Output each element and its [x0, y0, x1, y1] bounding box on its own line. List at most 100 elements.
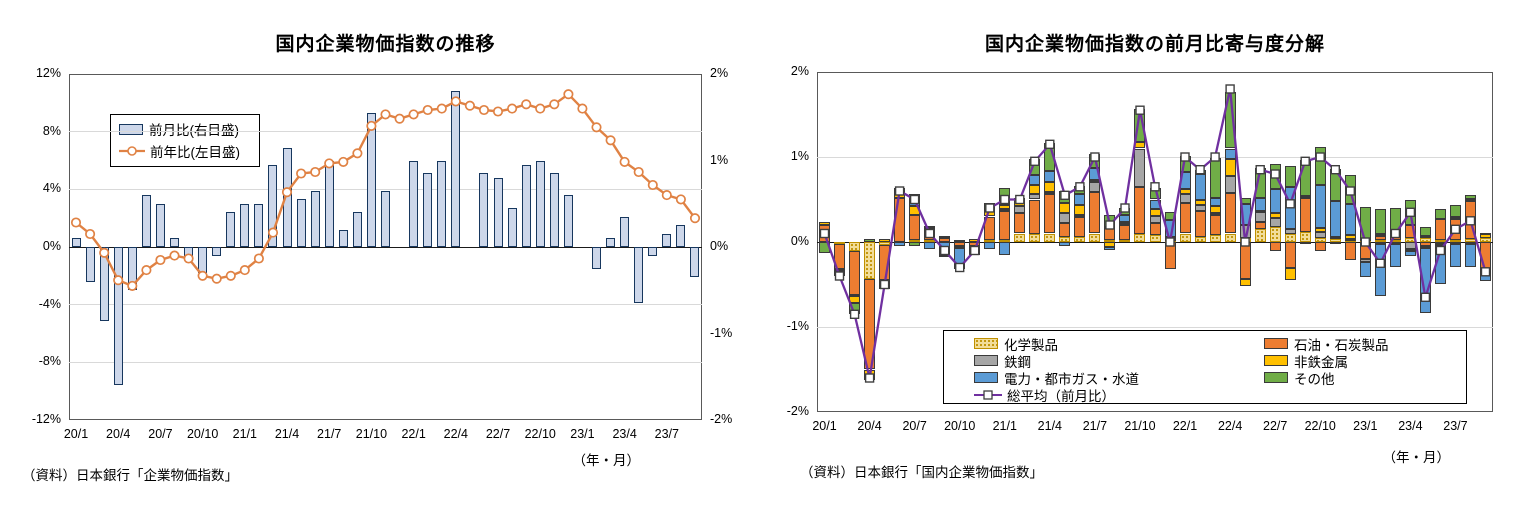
yoy-marker: [70, 217, 82, 228]
contribution-segment-0: [1449, 240, 1461, 243]
petroleum-swatch: [1264, 338, 1288, 349]
right-axis-tick-label: 1%: [710, 152, 729, 167]
legend-item-yoy: 前年比(左目盛): [119, 140, 251, 162]
contribution-segment-0: [1074, 236, 1086, 242]
contribution-segment-0: [1224, 233, 1236, 242]
mom-bar: [690, 247, 700, 278]
contribution-segment-2: [954, 246, 966, 249]
total-average-marker: [939, 245, 950, 256]
contribution-segment-2: [1359, 259, 1371, 263]
right-axis-tick-label: -1%: [710, 325, 733, 340]
contribution-segment-4: [1209, 197, 1221, 207]
mom-bar: [170, 238, 179, 247]
contribution-segment-3: [834, 269, 846, 272]
contribution-segment-1: [1314, 242, 1326, 251]
yoy-marker: [338, 156, 349, 167]
yoy-marker: [113, 275, 124, 286]
contribution-segment-0: [1179, 233, 1191, 242]
contribution-segment-2: [1299, 242, 1311, 244]
mom-bar: [212, 247, 222, 256]
mom-bar: [282, 147, 292, 247]
contribution-chart-title: 国内企業物価指数の前月比寄与度分解: [984, 34, 1325, 55]
total-average-marker: [1315, 152, 1325, 162]
contribution-segment-0: [1269, 226, 1281, 242]
contribution-segment-0: [1299, 231, 1311, 242]
legend-item-other: その他: [1264, 369, 1466, 387]
x-axis-tick-label: 23/7: [1443, 419, 1468, 433]
trend-chart-title: 国内企業物価指数の推移: [275, 34, 496, 55]
total-average-marker: [1255, 164, 1265, 175]
total-average-line-swatch: [974, 389, 1002, 401]
contribution-segment-1: [1434, 219, 1446, 241]
mom-bar: [507, 208, 517, 247]
mom-bar: [254, 203, 264, 247]
yoy-marker: [492, 106, 504, 117]
contribution-segment-4: [1359, 262, 1371, 277]
x-axis-tick-label: 22/7: [485, 427, 511, 441]
contribution-segment-5: [1449, 204, 1461, 218]
contribution-segment-5: [924, 225, 936, 229]
mom-bar: [226, 212, 236, 247]
contribution-segment-0: [1014, 233, 1026, 242]
mom-bar: [521, 164, 531, 247]
contribution-segment-1: [1284, 242, 1296, 268]
total-average-marker: [954, 262, 965, 273]
contribution-segment-0: [1149, 235, 1161, 242]
contribution-segment-0: [924, 240, 936, 243]
other-swatch: [1264, 372, 1288, 383]
x-axis-tick-label: 20/4: [106, 427, 131, 441]
mom-bar: [676, 225, 686, 247]
contribution-segment-3: [1254, 210, 1266, 213]
contribution-segment-4: [1254, 197, 1266, 211]
contribution-segment-1: [1029, 199, 1041, 234]
yoy-marker: [450, 96, 461, 107]
total-average-marker: [1465, 216, 1476, 226]
total-average-marker: [1045, 139, 1055, 150]
x-axis-tick-label: 21/7: [317, 427, 342, 441]
yoy-line: [75, 92, 696, 288]
contribution-segment-1: [1089, 191, 1101, 234]
contribution-segment-5: [1419, 226, 1431, 237]
zero-gridline: [69, 246, 702, 248]
legend-label-other: その他: [1294, 371, 1335, 387]
mom-bar: [493, 177, 503, 247]
total-average-marker: [1165, 237, 1175, 247]
contribution-segment-2: [1014, 206, 1026, 214]
yoy-marker: [464, 100, 475, 111]
contribution-segment-4: [1074, 194, 1086, 205]
legend-label-yoy: 前年比(左目盛): [150, 145, 240, 160]
yoy-swatch-marker: [127, 146, 137, 156]
mom-bar: [85, 247, 95, 282]
total-average-marker: [864, 373, 875, 383]
yoy-line-swatch: [119, 145, 145, 157]
yoy-marker: [324, 158, 335, 169]
total-average-line-layer: [819, 84, 1491, 383]
contribution-segment-4: [1269, 189, 1281, 214]
contribution-segment-2: [1344, 238, 1356, 241]
contribution-segment-1: [1074, 216, 1086, 237]
x-axis-tick-label: 22/1: [1172, 419, 1198, 433]
contribution-segment-4: [1029, 174, 1041, 186]
contribution-segment-0: [849, 242, 861, 251]
legend-item-nonferrous: 非鉄金属: [1264, 352, 1466, 370]
mom-bar: [310, 190, 320, 247]
yoy-marker: [141, 265, 152, 276]
contribution-segment-4: [1119, 214, 1131, 222]
legend-label-petroleum: 石油・石炭製品: [1294, 337, 1389, 353]
yoy-marker: [352, 148, 363, 159]
contribution-segment-0: [1479, 237, 1491, 242]
yoy-marker: [591, 122, 602, 133]
contribution-segment-1: [1374, 236, 1386, 241]
left-axis-tick-label: -4%: [38, 296, 61, 311]
total-average-marker: [894, 186, 905, 196]
x-axis-tick-label: 21/1: [992, 419, 1017, 433]
x-axis-tick-label: 20/7: [148, 427, 173, 441]
total-average-marker: [1060, 190, 1070, 201]
total-average-marker: [1285, 199, 1295, 209]
nonferrous-swatch: [1264, 355, 1288, 366]
mom-bar: [381, 190, 390, 247]
yoy-marker: [155, 254, 166, 266]
contribution-segment-5: [1314, 146, 1326, 186]
contribution-segment-0: [1254, 229, 1266, 242]
